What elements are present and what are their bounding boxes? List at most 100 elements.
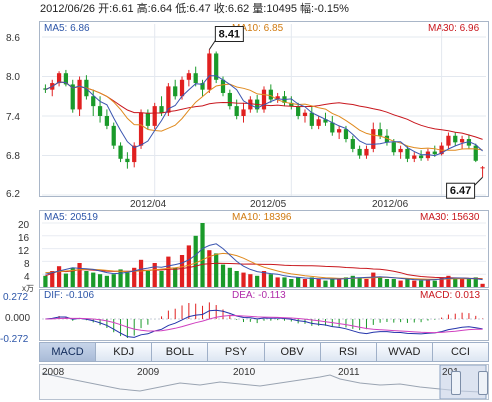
candle-body (193, 73, 198, 84)
chart-svg: 8.41 6.47 (42, 24, 486, 339)
timeline-left-handle[interactable] (451, 371, 461, 395)
volume-bar (255, 275, 260, 287)
price-ma5-label: MA5: 6.86 (44, 23, 90, 34)
dif-line (45, 309, 483, 338)
candle-body (268, 89, 273, 100)
price-ma5-line (45, 75, 483, 157)
candle-body (118, 145, 123, 159)
candle-body (384, 135, 390, 143)
candle-body (179, 79, 185, 97)
candle-body (309, 112, 314, 126)
volume-bar (439, 277, 444, 287)
price-y-tick: 6.8 (6, 151, 20, 162)
tab-kdj[interactable]: KDJ (96, 342, 153, 362)
volume-bar (227, 267, 232, 287)
tab-psy[interactable]: PSY (208, 342, 265, 362)
candle-body (466, 139, 472, 146)
volume-bar (193, 235, 198, 287)
candle-body (453, 135, 458, 143)
volume-bar (316, 279, 321, 287)
volume-bar (425, 279, 431, 287)
volume-bar (234, 271, 239, 287)
volume-bar (104, 275, 110, 287)
candle-body (296, 106, 301, 116)
candle-body (316, 119, 321, 126)
volume-y-tick: 4 (24, 272, 30, 283)
volume-bar (459, 279, 465, 287)
volume-bar (289, 279, 294, 287)
volume-ma30-label: MA30: 15630 (420, 212, 480, 223)
volume-bar (282, 277, 287, 287)
candle-body (432, 151, 437, 155)
candle-body (302, 112, 308, 116)
volume-bar (364, 279, 369, 287)
candle-body (125, 158, 130, 163)
volume-bar (371, 272, 376, 287)
volume-ma10-line (45, 252, 483, 280)
low-marker-box (446, 182, 476, 199)
candle-body (132, 145, 137, 163)
timeline-right-handle[interactable] (478, 371, 488, 395)
volume-bar (77, 263, 82, 287)
volume-y-tick: 16 (18, 233, 30, 244)
price-ma10-label: MA10: 6.85 (232, 23, 284, 34)
tab-macd[interactable]: MACD (39, 342, 97, 362)
volume-bar (138, 259, 144, 287)
tab-wvad[interactable]: WVAD (376, 342, 433, 362)
candle-body (159, 106, 164, 113)
low-value: 6.47 (189, 3, 211, 15)
volume-bar (378, 277, 383, 287)
volume-bar (91, 272, 96, 287)
volume-bar (248, 274, 253, 287)
volume-bar (186, 245, 191, 287)
candle-body (357, 148, 362, 156)
change-value: -0.15% (314, 3, 349, 15)
candle-body (330, 122, 335, 133)
candle-body (405, 148, 410, 159)
candle-body (145, 112, 150, 126)
high-marker-box (214, 26, 244, 43)
volume-bar (453, 279, 458, 287)
quote-header: 2012/06/26 开:6.61 高:6.64 低:6.47 收:6.62 量… (40, 3, 349, 16)
tab-cci[interactable]: CCI (432, 342, 489, 362)
volume-bar (384, 279, 390, 287)
volume-bar (43, 275, 48, 287)
tab-rsi[interactable]: RSI (320, 342, 377, 362)
dea-line (45, 314, 483, 334)
volume-bar (357, 277, 362, 287)
candle-body (200, 83, 205, 90)
candle-body (364, 148, 369, 156)
candle-body (227, 92, 232, 107)
candle-body (391, 142, 396, 153)
volume-panel[interactable] (39, 210, 489, 288)
change-label: 幅: (300, 3, 315, 15)
candle-body (166, 86, 171, 113)
price-ma10-line (45, 81, 483, 151)
macd-panel[interactable] (39, 289, 489, 341)
low-label: 低: (175, 3, 190, 15)
candle-body (152, 106, 157, 126)
candle-body (186, 73, 191, 80)
volume-bar (466, 279, 472, 287)
volume-bar (350, 275, 355, 287)
volume-ma5-line (45, 243, 483, 281)
volume-bar (70, 267, 75, 287)
dif-label: DIF: -0.106 (44, 290, 95, 301)
timeline-navigator[interactable]: 2008 2009 2010 2011 201 (39, 364, 489, 400)
timeline-year: 2010 (233, 367, 256, 378)
volume-bar (275, 277, 280, 287)
candle-body (323, 119, 328, 123)
candle-body (104, 116, 110, 126)
volume-y-tick: 12 (18, 246, 30, 257)
close-label: 收: (213, 3, 228, 15)
price-y-tick: 6.2 (6, 189, 20, 200)
tab-obv[interactable]: OBV (264, 342, 321, 362)
volume-bar (261, 271, 267, 287)
x-tick-label: 2012/06 (372, 199, 409, 210)
volume-bar (432, 280, 437, 287)
tab-boll[interactable]: BOLL (152, 342, 209, 362)
candle-body (412, 155, 417, 159)
candle-body (261, 89, 267, 110)
candle-body (91, 96, 96, 107)
price-panel[interactable] (39, 21, 489, 197)
